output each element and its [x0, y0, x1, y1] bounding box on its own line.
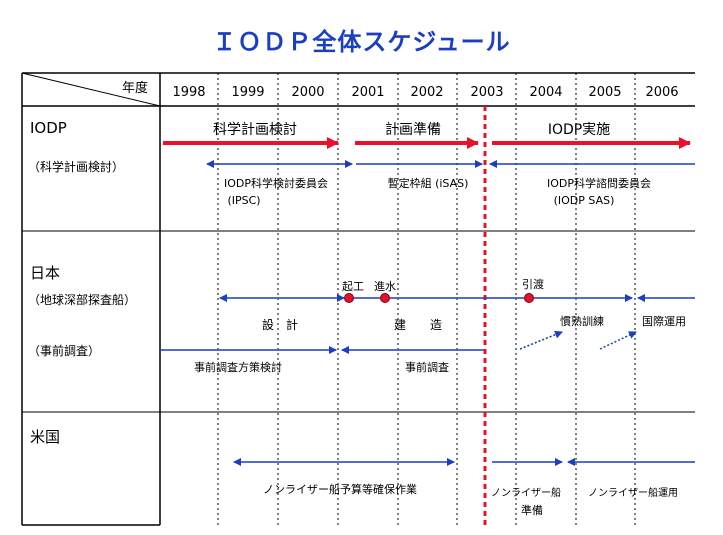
iodp-sub-label: （科学計画検討）	[28, 159, 124, 174]
year-1998: 1998	[172, 85, 205, 100]
task-familiarization-training: 慣熟訓練	[560, 314, 604, 328]
japan-sub-label-ship: （地球深部探査船）	[28, 292, 136, 307]
schedule-grid	[21, 72, 695, 526]
task-preliminary-survey: 事前調査	[405, 360, 449, 374]
page-title: ＩＯＤＰ全体スケジュール	[212, 28, 511, 56]
milestone-launch-label: 進水	[374, 280, 396, 293]
header-label: 年度	[122, 80, 148, 96]
year-column-dividers	[217, 73, 636, 525]
milestone-keel-laying-label: 起工	[342, 280, 364, 293]
year-2004: 2004	[529, 85, 562, 100]
japan-label: 日本	[30, 264, 60, 282]
us-label: 米国	[30, 428, 60, 446]
year-2005: 2005	[588, 85, 621, 100]
committee-sas-line1: IODP科学諮問委員会	[547, 176, 651, 190]
task-nonriser-operation: ノンライザー船運用	[588, 486, 678, 499]
milestone-keel-laying-dot	[344, 293, 354, 303]
committee-isas-line1: 暫定枠組 (iSAS)	[388, 176, 469, 190]
japan-sub-label-survey: （事前調査）	[28, 343, 100, 358]
task-nonriser-budget: ノンライザー船予算等確保作業	[263, 482, 417, 496]
year-1999: 1999	[231, 85, 264, 100]
task-international-operation: 国際運用	[642, 315, 686, 328]
task-nonriser-ship: ノンライザー船	[491, 486, 561, 499]
year-2000: 2000	[291, 85, 324, 100]
task-nonriser-preparation: 準備	[521, 503, 543, 517]
phase-science-planning: 科学計画検討	[213, 122, 297, 138]
task-survey-planning: 事前調査方策検討	[194, 360, 282, 374]
dotted-pointers	[519, 330, 637, 350]
year-2003: 2003	[470, 85, 503, 100]
milestone-delivery-dot	[524, 293, 534, 303]
milestone-launch-dot	[380, 293, 390, 303]
task-construction: 建 造	[394, 318, 442, 332]
year-2001: 2001	[351, 85, 384, 100]
milestone-delivery-label: 引渡	[522, 277, 544, 291]
phase-iodp-implementation: IODP実施	[548, 122, 610, 138]
iodp-label: IODP	[30, 119, 67, 137]
year-2006: 2006	[645, 85, 678, 100]
phase-plan-preparation: 計画準備	[385, 122, 441, 138]
committee-ipsc-line2: (IPSC)	[227, 194, 260, 207]
task-design: 設 計	[262, 317, 298, 332]
committee-sas-line2: (IODP SAS)	[554, 194, 615, 207]
year-2002: 2002	[410, 85, 443, 100]
committee-ipsc-line1: IODP科学検討委員会	[224, 176, 328, 190]
